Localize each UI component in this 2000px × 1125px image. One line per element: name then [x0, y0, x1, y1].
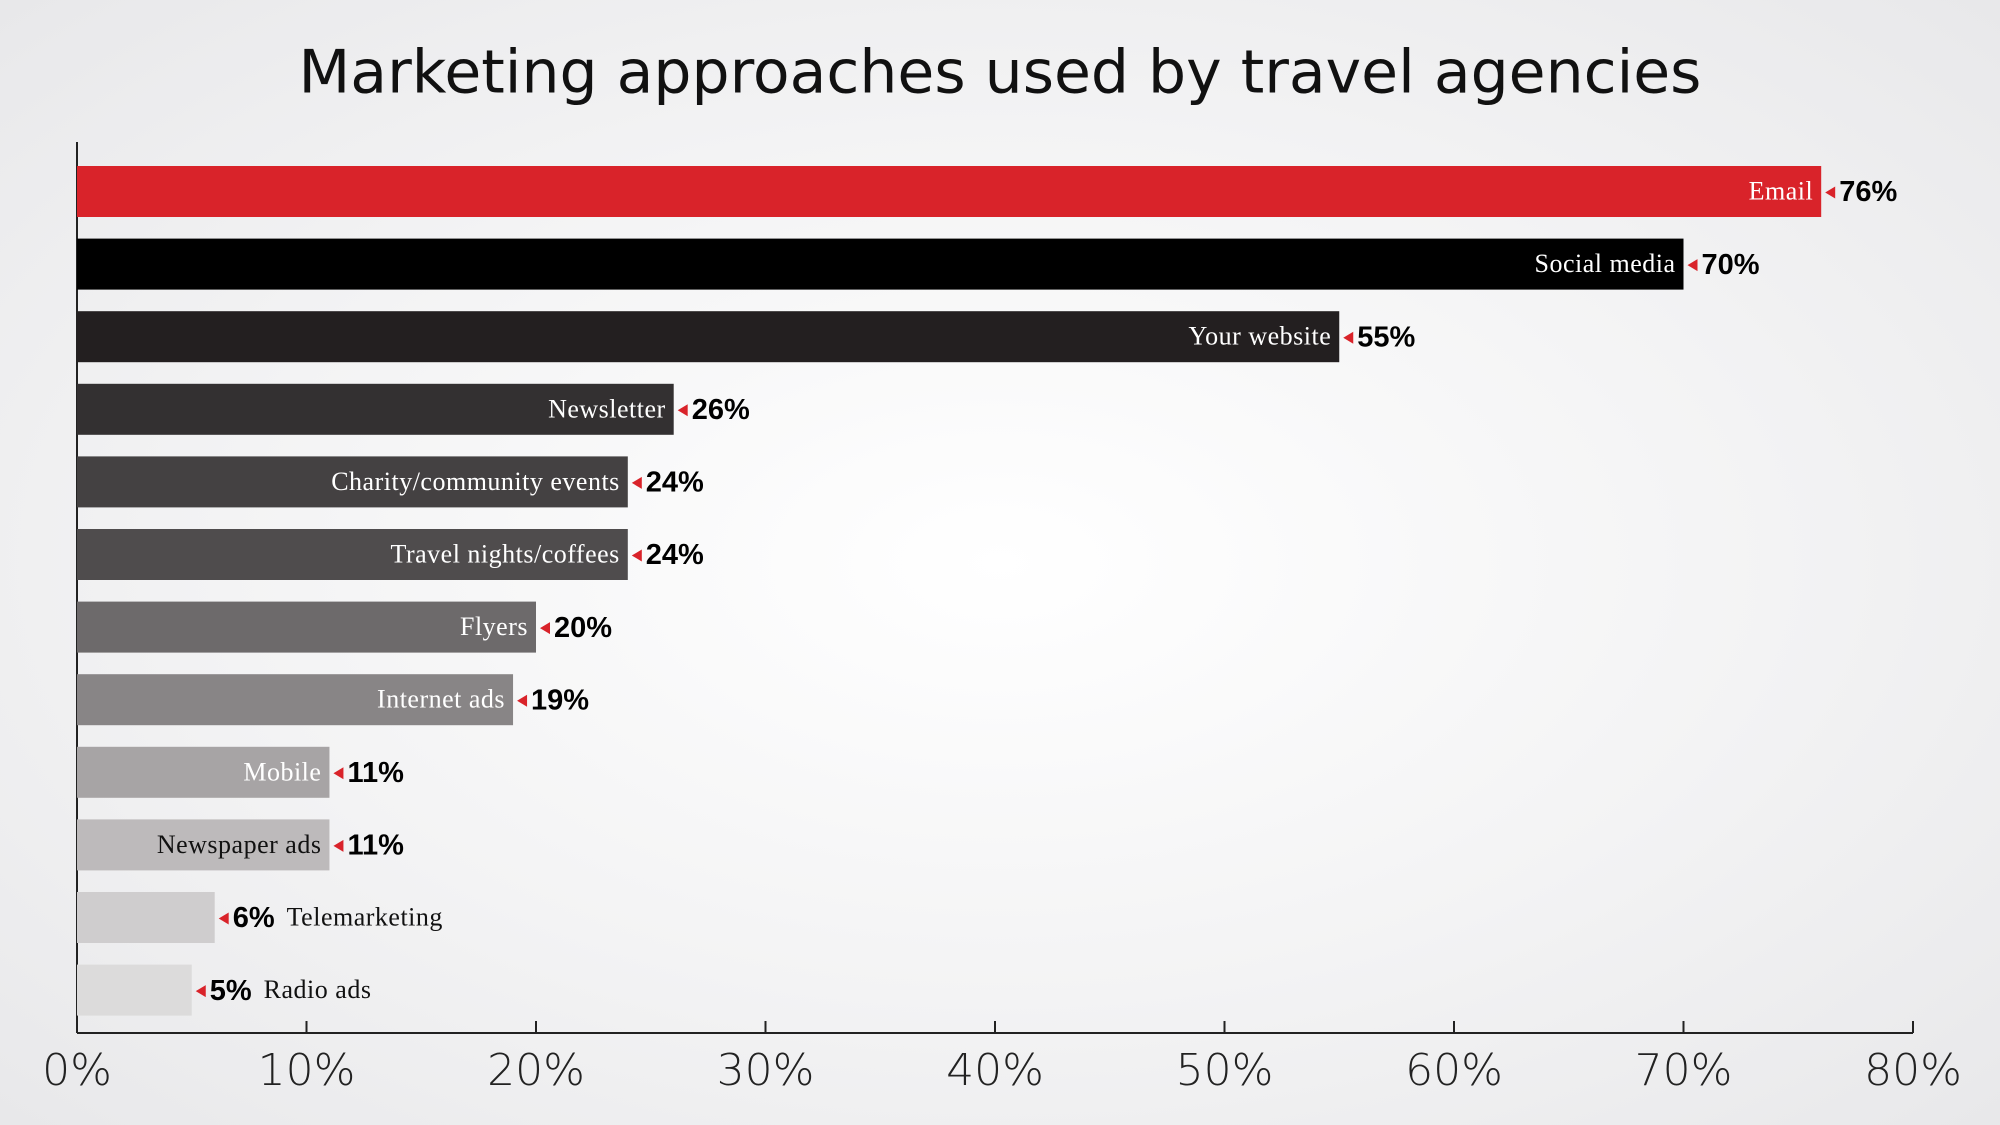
- value-label: 70%: [1702, 249, 1760, 281]
- bar: [77, 674, 514, 726]
- value-marker: [333, 839, 344, 852]
- value-label: 24%: [646, 539, 704, 571]
- value-marker: [540, 622, 550, 635]
- category-label: Newsletter: [548, 394, 666, 423]
- value-marker: [517, 694, 528, 707]
- bar: [77, 819, 330, 871]
- category-label: Radio ads: [264, 975, 372, 1004]
- value-label: 19%: [531, 684, 589, 716]
- chart-title: Marketing approaches used by travel agen…: [299, 38, 1702, 108]
- category-label: Flyers: [460, 612, 528, 641]
- value-label: 11%: [347, 830, 404, 862]
- x-tick-label: 40%: [946, 1045, 1044, 1096]
- x-tick-label: 10%: [258, 1045, 356, 1096]
- category-label: Mobile: [243, 757, 321, 786]
- bar: [77, 238, 1684, 290]
- value-marker: [677, 404, 688, 417]
- value-label: 26%: [692, 394, 750, 426]
- value-label: 6%: [233, 902, 275, 934]
- value-label: 20%: [554, 612, 612, 644]
- bar: [77, 311, 1340, 363]
- bar: [77, 529, 628, 580]
- value-label: 76%: [1839, 176, 1897, 208]
- x-tick-label: 50%: [1176, 1045, 1274, 1096]
- x-tick-label: 80%: [1864, 1045, 1962, 1096]
- bar: [77, 746, 330, 798]
- value-marker: [631, 476, 642, 489]
- x-tick-label: 30%: [717, 1045, 815, 1096]
- bar: [77, 456, 628, 508]
- category-label: Your website: [1188, 322, 1331, 351]
- value-label: 24%: [646, 467, 704, 499]
- value-marker: [195, 985, 206, 998]
- category-label: Charity/community events: [331, 467, 620, 496]
- category-label: Newspaper ads: [157, 830, 322, 859]
- category-label: Social media: [1534, 249, 1675, 278]
- value-label: 11%: [347, 757, 404, 789]
- bar: [77, 892, 215, 943]
- bar: [77, 166, 1822, 217]
- x-tick-label: 60%: [1405, 1045, 1503, 1096]
- value-marker: [1687, 259, 1698, 272]
- value-marker: [218, 912, 229, 925]
- bar: [77, 383, 674, 435]
- value-marker: [1343, 331, 1354, 344]
- x-tick-label: 70%: [1635, 1045, 1733, 1096]
- value-marker: [333, 767, 344, 780]
- x-tick-label: 20%: [487, 1045, 585, 1096]
- value-label: 55%: [1357, 321, 1415, 353]
- category-label: Travel nights/coffees: [390, 539, 619, 568]
- category-label: Telemarketing: [287, 902, 443, 931]
- category-label: Email: [1749, 176, 1814, 205]
- x-tick-label: 0%: [42, 1045, 112, 1096]
- value-marker: [631, 549, 642, 562]
- value-label: 5%: [210, 975, 252, 1007]
- value-marker: [1825, 186, 1836, 199]
- bar: [77, 601, 536, 653]
- category-label: Internet ads: [377, 685, 505, 714]
- bar: [77, 964, 192, 1016]
